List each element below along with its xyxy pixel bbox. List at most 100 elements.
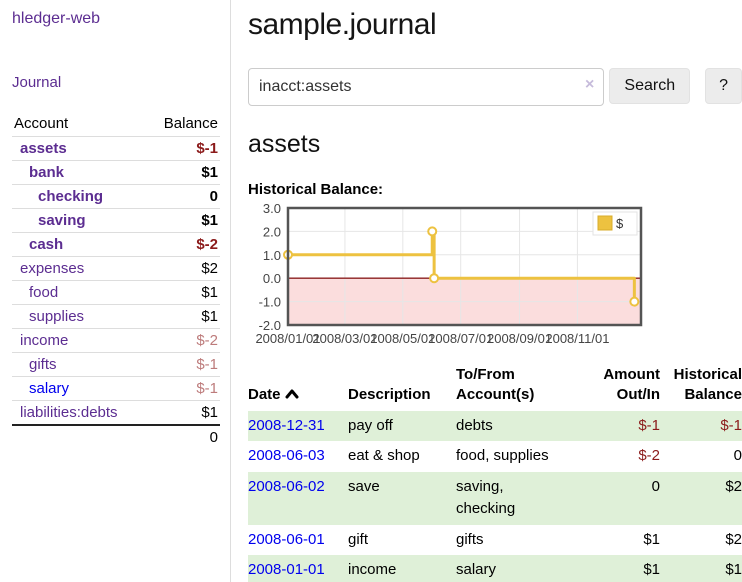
accounts-column-header: To/From Account(s) [456, 366, 535, 404]
accounts-header: Account [12, 112, 147, 137]
account-balance: $1 [146, 304, 220, 329]
svg-text:-2.0: -2.0 [259, 318, 281, 333]
balance-column-header: Historical Balance [673, 366, 742, 404]
transaction-balance: $1 [725, 561, 742, 578]
account-row: food $1 [12, 280, 220, 305]
sidebar-item-journal[interactable]: Journal [12, 74, 62, 91]
main-content: sample.journal × Search ? assets Histori… [248, 0, 742, 582]
sidebar-account-link[interactable]: saving [38, 212, 86, 229]
accounts-total-value: 0 [146, 424, 220, 449]
account-row: supplies $1 [12, 304, 220, 329]
svg-text:2.0: 2.0 [263, 224, 281, 239]
transaction-balance: $2 [725, 530, 742, 548]
transaction-balance: $2 [725, 477, 742, 495]
transaction-description: income [348, 561, 397, 578]
y-axis-tick-labels: 3.0 2.0 1.0 0.0 -1.0 -2.0 [259, 201, 281, 333]
x-axis-tick-labels: 2008/01/012008/03/012008/05/012008/07/01… [255, 331, 609, 346]
chart-title: Historical Balance: [248, 181, 384, 198]
transaction-date-link[interactable]: 2008-06-02 [248, 477, 325, 495]
search-button[interactable]: Search [609, 68, 691, 104]
account-heading: assets [248, 130, 321, 158]
register-table: Date Description To/From Account(s) Amou… [248, 362, 742, 582]
sidebar-account-link[interactable]: supplies [29, 308, 85, 325]
accounts-balance-table: Account Balance assets $-1 bank $1 checking 0… [12, 112, 220, 449]
transaction-date-link[interactable]: 2008-06-03 [248, 447, 325, 464]
transaction-balance: 0 [733, 447, 742, 464]
sidebar-account-link[interactable]: gifts [29, 356, 57, 373]
account-row: cash $-2 [12, 232, 220, 257]
search-input-wrap: × [248, 68, 605, 106]
account-balance: $1 [146, 400, 220, 425]
account-row: gifts $-1 [12, 352, 220, 377]
sidebar-account-link[interactable]: food [29, 284, 59, 301]
account-row: bank $1 [12, 160, 220, 185]
account-balance: $2 [146, 256, 220, 281]
account-balance: 0 [146, 184, 220, 209]
app-brand-link[interactable]: hledger-web [12, 10, 101, 27]
transaction-balance: $-1 [720, 416, 742, 434]
transaction-amount: $-1 [638, 416, 660, 434]
account-balance: $-1 [196, 140, 218, 157]
transaction-row[interactable]: 2008-06-01 gift gifts $1 $2 [248, 525, 742, 556]
svg-text:-1.0: -1.0 [259, 295, 281, 310]
account-balance: $1 [146, 280, 220, 305]
legend-series-label: $ [616, 216, 624, 231]
sidebar-account-link[interactable]: liabilities:debts [20, 404, 118, 421]
amount-column-header: Amount Out/In [603, 366, 660, 404]
transaction-description: save [348, 477, 380, 495]
account-balance: $-2 [146, 232, 220, 257]
balance-header: Balance [146, 112, 220, 137]
svg-text:0.0: 0.0 [263, 271, 281, 286]
register-table-body: 2008-12-31 pay off debts $-1 $-1 2008-06-03 ea… [248, 410, 742, 582]
account-balance: $-1 [146, 376, 220, 401]
transaction-date-link[interactable]: 2008-12-31 [248, 416, 325, 434]
transaction-accounts: gifts [456, 530, 484, 548]
account-balance: $-2 [146, 328, 220, 353]
svg-text:2008/03/01: 2008/03/01 [312, 331, 377, 346]
sidebar-account-link[interactable]: bank [29, 164, 65, 181]
sidebar: hledger-web Journal Account Balance asse… [0, 0, 231, 582]
transaction-row[interactable]: 2008-01-01 income salary $1 $1 [248, 555, 742, 582]
account-row: liabilities:debts $1 [12, 400, 220, 425]
svg-text:3.0: 3.0 [263, 201, 281, 216]
page-title: sample.journal [248, 8, 437, 41]
transaction-row[interactable]: 2008-06-02 save saving, checking 0 $2 [248, 471, 742, 525]
sidebar-account-link[interactable]: checking [38, 188, 104, 205]
sidebar-account-link[interactable]: assets [20, 140, 67, 157]
transaction-accounts: saving, checking [456, 477, 516, 518]
transaction-amount: $1 [643, 530, 660, 548]
svg-text:2008/11/01: 2008/11/01 [545, 331, 609, 346]
sidebar-account-link[interactable]: expenses [20, 260, 85, 277]
sidebar-account-link[interactable]: income [20, 332, 69, 349]
transaction-amount: 0 [651, 477, 660, 495]
sidebar-account-link[interactable]: salary [29, 380, 70, 397]
accounts-total-row: 0 [12, 424, 220, 449]
historical-balance-chart[interactable]: $3.0 2.0 1.0 0.0 -1.0 -2.02008/01/012008/03/0… [248, 201, 644, 352]
account-row: saving $1 [12, 208, 220, 233]
account-row: salary $-1 [12, 376, 220, 401]
date-column-header[interactable]: Date [248, 362, 348, 411]
account-row: expenses $2 [12, 256, 220, 281]
sidebar-account-link[interactable]: cash [29, 236, 64, 253]
sort-ascending-icon [285, 385, 299, 405]
account-row: checking 0 [12, 184, 220, 209]
register-header-row: Date Description To/From Account(s) Amou… [248, 362, 742, 411]
svg-text:2008/05/01: 2008/05/01 [370, 331, 435, 346]
search-input[interactable] [248, 68, 605, 106]
transaction-amount: $-2 [638, 447, 660, 464]
transaction-date-link[interactable]: 2008-01-01 [248, 561, 325, 578]
transaction-description: gift [348, 530, 369, 548]
account-row: assets $-1 [12, 137, 220, 161]
svg-text:2008/07/01: 2008/07/01 [428, 331, 493, 346]
clear-search-icon[interactable]: × [585, 76, 595, 93]
description-column-header: Description [348, 386, 431, 404]
search-help-button[interactable]: ? [705, 68, 742, 104]
transaction-date-link[interactable]: 2008-06-01 [248, 530, 325, 548]
plot-border [286, 206, 643, 327]
transaction-row[interactable]: 2008-06-03 eat & shop food, supplies $-2 0 [248, 441, 742, 472]
account-balance: $-1 [146, 352, 220, 377]
transaction-row[interactable]: 2008-12-31 pay off debts $-1 $-1 [248, 410, 742, 441]
date-header-label: Date [248, 386, 281, 404]
chart-legend: $ [592, 211, 638, 236]
